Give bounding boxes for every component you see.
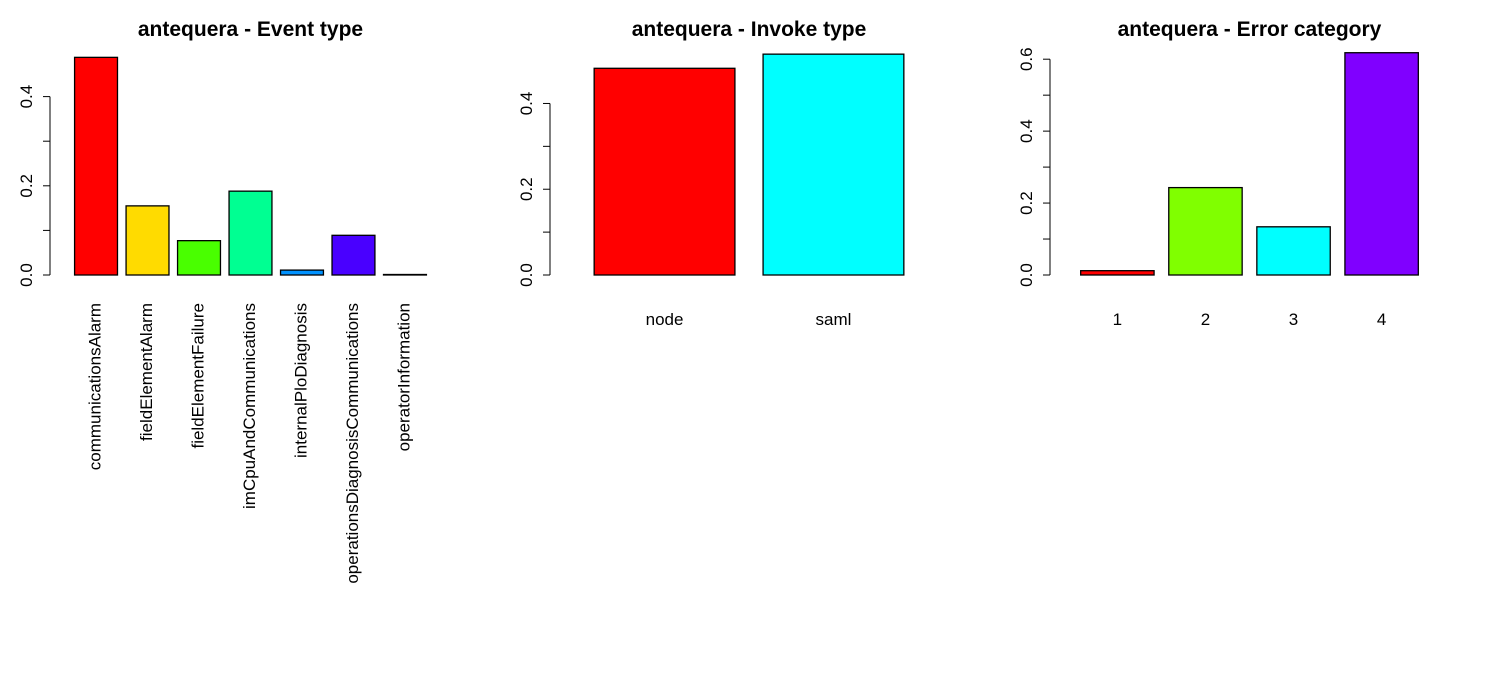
y-tick-label: 0.2: [517, 177, 536, 201]
y-tick-label: 0.6: [1017, 47, 1036, 71]
bar-communicationsAlarm: [73, 56, 119, 276]
y-tick-label: 0.4: [1017, 119, 1036, 143]
bar-2: [1168, 186, 1243, 276]
y-axis: 0.0 0.2 0.4: [517, 92, 551, 287]
category-label: fieldElementAlarm: [137, 303, 156, 441]
bars: [73, 56, 428, 276]
y-tick-label: 0.2: [17, 174, 36, 198]
category-labels: 1 2 3 4: [1113, 310, 1387, 329]
category-label: 1: [1113, 310, 1122, 329]
category-labels: node saml: [646, 310, 852, 329]
category-label: node: [646, 310, 684, 329]
bar-4: [1344, 52, 1419, 276]
category-label: saml: [816, 310, 852, 329]
bar-operationsDiagnosisCommunications: [331, 234, 376, 276]
category-label: fieldElementFailure: [188, 303, 207, 449]
category-labels: communicationsAlarm fieldElementAlarm fiel…: [86, 303, 414, 584]
category-label: 2: [1201, 310, 1210, 329]
y-axis: 0.0 0.2 0.4: [17, 85, 51, 287]
bar-internalPloDiagnosis: [279, 269, 325, 276]
y-tick-label: 0.2: [1017, 191, 1036, 215]
y-tick-label: 0.4: [517, 92, 536, 116]
category-label: 4: [1377, 310, 1386, 329]
bar-fieldElementFailure: [176, 240, 222, 276]
bar-node: [593, 67, 736, 276]
bar-saml: [762, 53, 905, 276]
category-label: 3: [1289, 310, 1298, 329]
chart-title: antequera - Invoke type: [632, 18, 867, 41]
category-label: operatorInformation: [394, 303, 413, 451]
y-tick-label: 0.0: [517, 263, 536, 287]
bar-fieldElementAlarm: [125, 205, 170, 276]
y-axis: 0.0 0.2 0.4 0.6: [1017, 47, 1051, 287]
category-label: imCpuAndCommunications: [240, 303, 259, 509]
event-type-chart: antequera - Event type 0.0 0.2 0.4 communi…: [17, 18, 428, 584]
y-tick-label: 0.4: [17, 85, 36, 109]
chart-title: antequera - Event type: [138, 18, 363, 41]
bar-3: [1256, 226, 1331, 276]
bars: [1080, 52, 1419, 276]
bar-1: [1080, 270, 1155, 276]
category-label: communicationsAlarm: [86, 303, 105, 470]
invoke-type-chart: antequera - Invoke type 0.0 0.2 0.4 node sa…: [517, 18, 905, 329]
category-label: internalPloDiagnosis: [291, 303, 310, 458]
bar-operatorInformation: [382, 273, 428, 276]
chart-title: antequera - Error category: [1118, 18, 1382, 41]
category-label: operationsDiagnosisCommunications: [343, 303, 362, 584]
error-category-chart: antequera - Error category 0.00.20.40.6 …: [1017, 18, 1419, 329]
y-tick-label: 0.0: [17, 263, 36, 287]
bars: [593, 53, 905, 276]
bar-imCpuAndCommunications: [228, 190, 273, 276]
y-tick-label: 0.0: [1017, 263, 1036, 287]
